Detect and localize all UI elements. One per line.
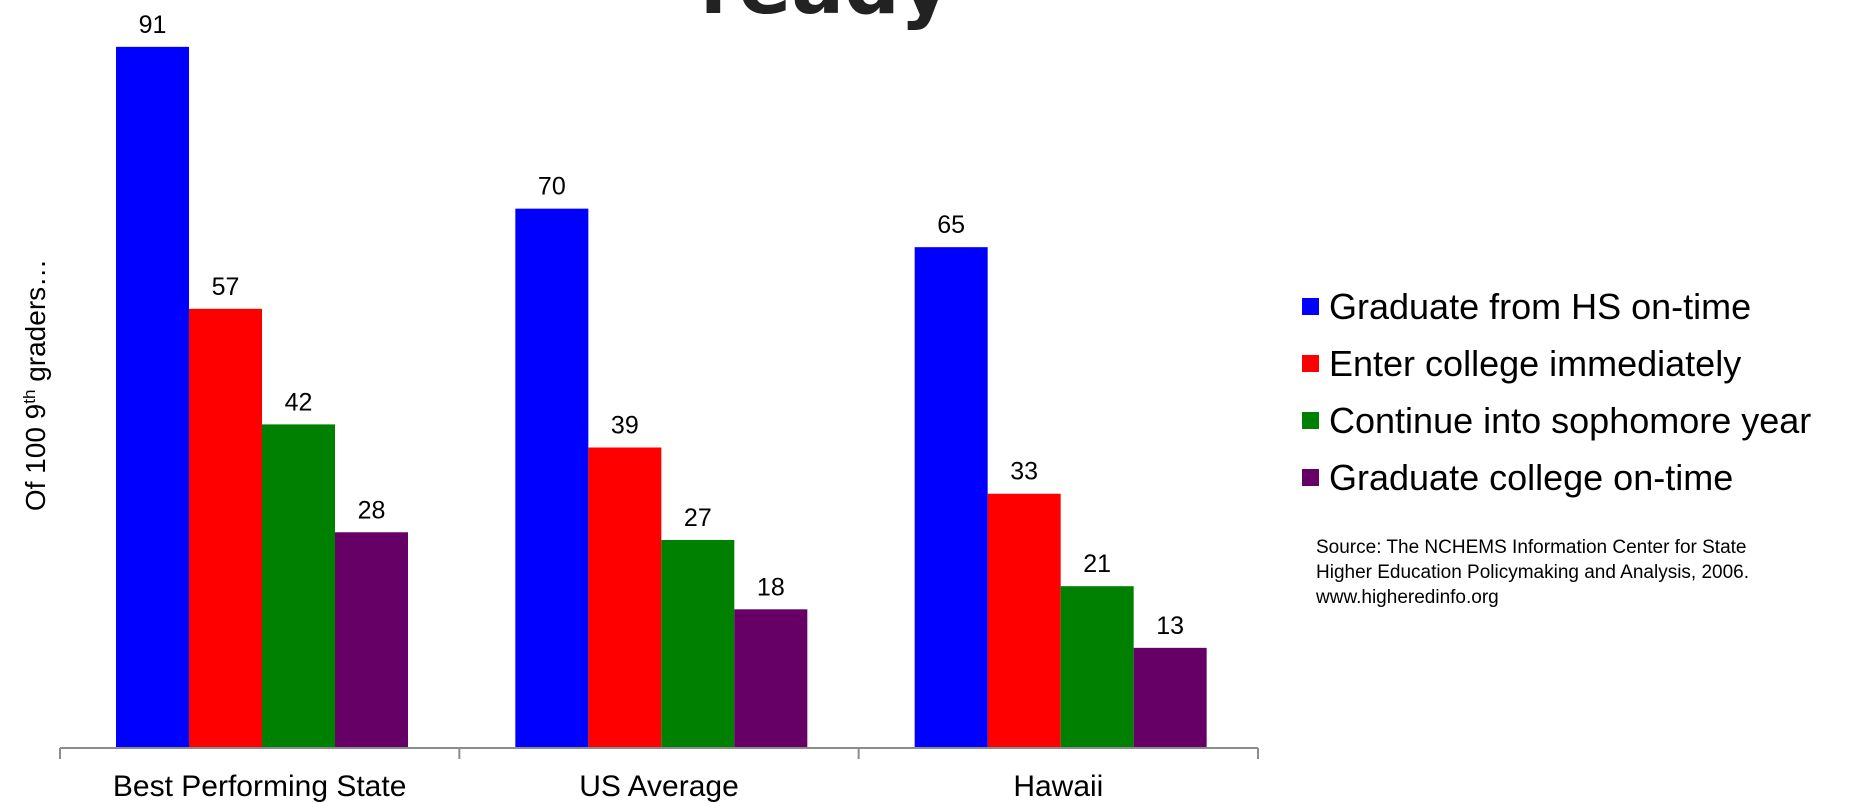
- y-axis-label-superscript: th: [19, 389, 39, 404]
- bar: [116, 46, 189, 749]
- data-label: 39: [611, 412, 639, 440]
- bar: [1133, 647, 1207, 748]
- bar: [588, 447, 662, 748]
- y-axis-label-prefix: Of 100 9: [20, 403, 52, 512]
- data-label: 33: [1010, 458, 1038, 486]
- data-label: 91: [139, 11, 167, 39]
- legend-item: Graduate from HS on-time: [1302, 278, 1811, 335]
- legend-label: Graduate from HS on-time: [1329, 285, 1752, 327]
- data-label: 65: [937, 211, 965, 239]
- x-tick-label: Best Performing State: [113, 770, 406, 803]
- bar: [661, 539, 735, 748]
- x-tick-label: Hawaii: [1013, 770, 1103, 803]
- legend-item: Graduate college on-time: [1302, 449, 1811, 506]
- source-note: Source: The NCHEMS Information Center fo…: [1316, 537, 1750, 608]
- bar: [189, 308, 262, 748]
- legend: Graduate from HS on-time Enter college i…: [1302, 278, 1811, 506]
- data-label: 57: [212, 273, 240, 301]
- data-label: 42: [285, 388, 313, 416]
- legend-label: Enter college immediately: [1329, 342, 1742, 384]
- legend-swatch: [1302, 355, 1319, 372]
- legend-item: Enter college immediately: [1302, 335, 1811, 392]
- data-label: 21: [1083, 550, 1111, 578]
- bar: [335, 532, 408, 748]
- x-tick-label: US Average: [579, 770, 739, 803]
- data-label: 70: [538, 173, 566, 201]
- data-label: 13: [1156, 612, 1184, 640]
- bar: [987, 493, 1061, 748]
- data-label: 28: [358, 496, 386, 524]
- y-axis-label: Of 100 9th graders…: [20, 259, 52, 511]
- legend-swatch: [1302, 469, 1319, 486]
- bar: [914, 247, 988, 749]
- bar: [734, 609, 808, 748]
- legend-item: Continue into sophomore year: [1302, 392, 1811, 449]
- bar: [515, 208, 589, 748]
- title-fragment: ready: [700, 0, 951, 26]
- legend-swatch: [1302, 412, 1319, 429]
- data-label: 18: [757, 573, 785, 601]
- bar: [262, 424, 335, 748]
- legend-label: Graduate college on-time: [1329, 456, 1734, 498]
- y-axis-label-suffix: graders…: [20, 258, 52, 390]
- data-label: 27: [684, 504, 712, 532]
- bar: [1060, 586, 1134, 748]
- legend-swatch: [1302, 298, 1319, 315]
- legend-label: Continue into sophomore year: [1329, 399, 1812, 441]
